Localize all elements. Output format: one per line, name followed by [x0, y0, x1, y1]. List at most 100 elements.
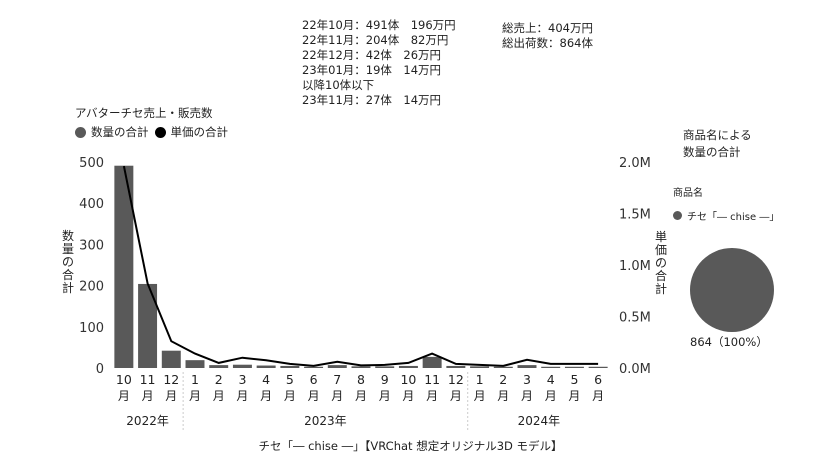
x-tick-unit: 月: [450, 389, 462, 403]
x-tick-label: 4: [547, 372, 555, 387]
y2-tick-label: 0.5M: [619, 311, 651, 326]
annotation-line-0: 22年10月：491体 196万円: [302, 18, 456, 32]
x-tick-unit: 月: [331, 389, 343, 403]
legend-price-label: 単価の合計: [170, 125, 229, 139]
x-tick-unit: 月: [379, 389, 391, 403]
bar: [564, 366, 584, 368]
x-tick-unit: 月: [213, 389, 225, 403]
x-tick-label: 10: [400, 372, 416, 387]
y-tick-label: 300: [79, 238, 104, 253]
x-tick-label: 2: [499, 372, 507, 387]
bar: [375, 366, 395, 368]
x-tick-label: 11: [140, 372, 156, 387]
pie-slice-label: 864（100%）: [690, 335, 768, 349]
pie-slice: [690, 248, 774, 332]
x-tick-unit: 月: [308, 389, 320, 403]
legend-item-qty: 数量の合計: [75, 124, 149, 140]
x-tick-unit: 月: [118, 389, 130, 403]
bar: [422, 356, 442, 368]
x-tick-label: 7: [333, 372, 341, 387]
x-tick-unit: 月: [497, 389, 509, 403]
x-tick-label: 4: [262, 372, 270, 387]
x-axis-title: チセ「― chise ―」【VRChat 想定オリジナル3D モデル】: [258, 439, 563, 453]
y-tick-label: 0: [96, 362, 104, 377]
bar: [138, 283, 158, 368]
pie-legend-item: チセ「― chise ―」: [673, 208, 779, 223]
pie-legend-dot: [673, 211, 682, 220]
legend-dot-price: [154, 126, 166, 138]
sales-annotation-right: 総売上：404万円 総出荷数：864体: [502, 21, 593, 51]
y-tick-label: 500: [79, 156, 104, 171]
summary-line-0: 総売上：404万円: [502, 21, 593, 35]
x-tick-unit: 月: [592, 389, 604, 403]
x-tick-unit: 月: [284, 389, 296, 403]
pie-title-line-1: 数量の合計: [683, 145, 741, 159]
x-tick-label: 8: [357, 372, 365, 387]
bar: [232, 364, 252, 368]
x-tick-unit: 月: [521, 389, 533, 403]
year-label: 2024年: [518, 414, 561, 428]
bar: [280, 365, 300, 368]
x-tick-unit: 月: [426, 389, 438, 403]
x-tick-label: 1: [191, 372, 199, 387]
bar: [470, 366, 490, 368]
pie-title-line-0: 商品名による: [683, 128, 752, 142]
x-tick-label: 3: [238, 372, 246, 387]
x-tick-unit: 月: [402, 389, 414, 403]
year-label: 2022年: [126, 414, 169, 428]
legend-dot-qty: [75, 126, 86, 138]
x-tick-unit: 月: [189, 389, 201, 403]
x-tick-label: 12: [163, 372, 179, 387]
y2-tick-label: 2.0M: [619, 156, 651, 171]
x-tick-label: 5: [286, 372, 294, 387]
x-tick-label: 9: [381, 372, 389, 387]
y-tick-label: 400: [79, 197, 104, 212]
pie-legend-title: 商品名: [673, 188, 703, 199]
bar: [517, 365, 537, 368]
bar: [185, 360, 205, 368]
annotation-line-5: 23年11月：27体 14万円: [302, 93, 442, 107]
pie-title: 商品名による 数量の合計: [683, 127, 752, 161]
x-tick-label: 11: [424, 372, 440, 387]
annotation-line-4: 以降10体以下: [302, 78, 375, 92]
bar: [327, 365, 347, 368]
y2-tick-label: 1.0M: [619, 259, 651, 274]
legend: 数量の合計 単価の合計: [75, 124, 234, 140]
bar: [161, 350, 181, 368]
sales-annotation-left: 22年10月：491体 196万円 22年11月：204体 82万円 22年12月：…: [302, 18, 456, 108]
bar: [588, 366, 608, 368]
chart-title: アバターチセ売上・販売数: [75, 106, 213, 120]
x-tick-label: 1: [476, 372, 484, 387]
line-series: [122, 165, 599, 367]
y2-tick-label: 0.0M: [619, 362, 651, 377]
x-tick-unit: 月: [165, 389, 177, 403]
y2-tick-label: 1.5M: [619, 208, 651, 223]
x-tick-label: 5: [570, 372, 578, 387]
x-tick-unit: 月: [545, 389, 557, 403]
bar: [256, 365, 276, 368]
bar: [304, 366, 324, 368]
year-label: 2023年: [304, 414, 347, 428]
x-tick-label: 2: [215, 372, 223, 387]
y-tick-label: 200: [79, 280, 104, 295]
x-tick-label: 10: [116, 372, 132, 387]
bar: [446, 365, 466, 368]
bar: [541, 366, 561, 368]
bar: [209, 365, 229, 368]
legend-qty-label: 数量の合計: [91, 125, 149, 139]
y2-axis-title: 単価の合計: [655, 230, 667, 296]
bar: [398, 365, 418, 368]
x-tick-unit: 月: [474, 389, 486, 403]
y-axis-title: 数量の合計: [62, 228, 74, 295]
x-tick-unit: 月: [355, 389, 367, 403]
bar: [114, 165, 134, 368]
annotation-line-2: 22年12月：42体 26万円: [302, 48, 442, 62]
x-tick-label: 12: [448, 372, 464, 387]
x-tick-label: 6: [594, 372, 602, 387]
x-tick-label: 6: [310, 372, 318, 387]
pie-legend-label: チセ「― chise ―」: [687, 212, 780, 223]
annotation-line-3: 23年01月：19体 14万円: [302, 63, 442, 77]
legend-item-price: 単価の合計: [154, 124, 229, 140]
